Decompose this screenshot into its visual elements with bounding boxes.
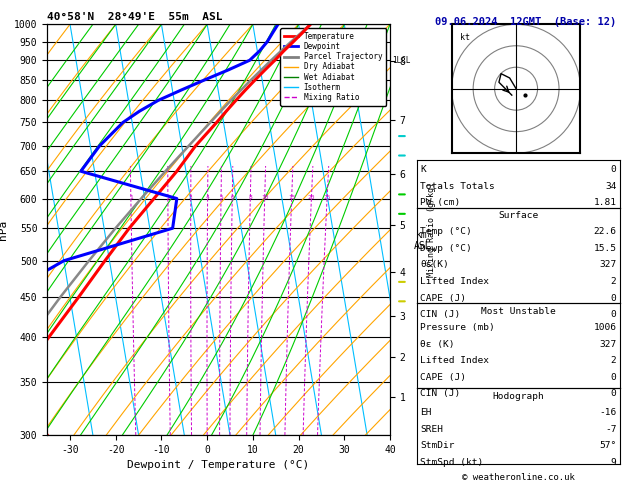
Text: -16: -16 xyxy=(599,408,616,417)
Text: 2: 2 xyxy=(611,356,616,365)
Text: CIN (J): CIN (J) xyxy=(420,310,460,319)
Text: EH: EH xyxy=(420,408,431,417)
Text: kt: kt xyxy=(460,33,470,42)
Text: Dewp (°C): Dewp (°C) xyxy=(420,244,472,253)
Text: 57°: 57° xyxy=(599,441,616,451)
Text: 15.5: 15.5 xyxy=(593,244,616,253)
Text: 0: 0 xyxy=(611,294,616,303)
Text: SREH: SREH xyxy=(420,425,443,434)
Text: 327: 327 xyxy=(599,340,616,349)
Text: 0: 0 xyxy=(611,165,616,174)
Text: 15: 15 xyxy=(288,195,295,200)
Text: Temp (°C): Temp (°C) xyxy=(420,227,472,237)
Text: 1LCL: 1LCL xyxy=(392,56,411,65)
Text: 34: 34 xyxy=(605,182,616,191)
Text: StmSpd (kt): StmSpd (kt) xyxy=(420,458,484,467)
Text: © weatheronline.co.uk: © weatheronline.co.uk xyxy=(462,473,576,482)
Text: Lifted Index: Lifted Index xyxy=(420,277,489,286)
Text: 1: 1 xyxy=(129,195,133,200)
Text: 2: 2 xyxy=(166,195,170,200)
Text: 327: 327 xyxy=(599,260,616,270)
Text: 0: 0 xyxy=(611,373,616,382)
Text: 10: 10 xyxy=(261,195,269,200)
Text: Hodograph: Hodograph xyxy=(493,392,544,401)
Text: 6: 6 xyxy=(230,195,234,200)
Text: 1.81: 1.81 xyxy=(593,198,616,208)
Text: CIN (J): CIN (J) xyxy=(420,389,460,399)
Text: 25: 25 xyxy=(323,195,331,200)
Text: 09.06.2024  12GMT  (Base: 12): 09.06.2024 12GMT (Base: 12) xyxy=(435,17,616,27)
Text: Surface: Surface xyxy=(498,211,538,220)
Text: θε (K): θε (K) xyxy=(420,340,455,349)
Text: 40°58'N  28°49'E  55m  ASL: 40°58'N 28°49'E 55m ASL xyxy=(47,12,223,22)
Text: Most Unstable: Most Unstable xyxy=(481,307,555,316)
Text: 5: 5 xyxy=(219,195,223,200)
Text: 2: 2 xyxy=(611,277,616,286)
Text: θε(K): θε(K) xyxy=(420,260,449,270)
Text: 1006: 1006 xyxy=(593,323,616,332)
Text: 8: 8 xyxy=(248,195,252,200)
Text: StmDir: StmDir xyxy=(420,441,455,451)
Text: 0: 0 xyxy=(611,310,616,319)
Legend: Temperature, Dewpoint, Parcel Trajectory, Dry Adiabat, Wet Adiabat, Isotherm, Mi: Temperature, Dewpoint, Parcel Trajectory… xyxy=(280,28,386,105)
Text: 3: 3 xyxy=(189,195,192,200)
Text: 9: 9 xyxy=(611,458,616,467)
X-axis label: Dewpoint / Temperature (°C): Dewpoint / Temperature (°C) xyxy=(128,460,309,470)
Text: CAPE (J): CAPE (J) xyxy=(420,373,466,382)
Text: PW (cm): PW (cm) xyxy=(420,198,460,208)
Text: 0: 0 xyxy=(611,389,616,399)
Y-axis label: hPa: hPa xyxy=(0,220,8,240)
Text: Pressure (mb): Pressure (mb) xyxy=(420,323,495,332)
Text: 4: 4 xyxy=(206,195,209,200)
Text: 20: 20 xyxy=(308,195,315,200)
Text: Lifted Index: Lifted Index xyxy=(420,356,489,365)
Text: CAPE (J): CAPE (J) xyxy=(420,294,466,303)
Text: K: K xyxy=(420,165,426,174)
Y-axis label: km
ASL: km ASL xyxy=(413,229,431,251)
Text: Mixing Ratio (g/kg): Mixing Ratio (g/kg) xyxy=(426,182,436,277)
Text: Totals Totals: Totals Totals xyxy=(420,182,495,191)
Text: -7: -7 xyxy=(605,425,616,434)
Text: 22.6: 22.6 xyxy=(593,227,616,237)
